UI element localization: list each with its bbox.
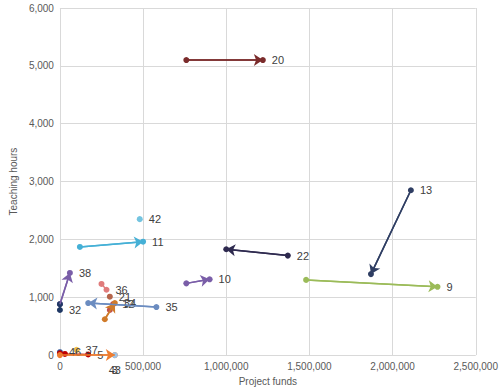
- svg-text:43: 43: [109, 364, 121, 376]
- svg-text:Project funds: Project funds: [239, 376, 297, 387]
- svg-text:22: 22: [297, 250, 309, 262]
- svg-text:42: 42: [149, 213, 161, 225]
- svg-text:1,000,000: 1,000,000: [204, 361, 249, 372]
- svg-text:2,500,000: 2,500,000: [454, 361, 499, 372]
- svg-text:6,000: 6,000: [29, 3, 54, 14]
- svg-text:9: 9: [446, 281, 452, 293]
- svg-text:34: 34: [124, 297, 136, 309]
- svg-text:1,000: 1,000: [29, 292, 54, 303]
- svg-text:4,000: 4,000: [29, 118, 54, 129]
- svg-text:5,000: 5,000: [29, 60, 54, 71]
- svg-text:32: 32: [69, 304, 81, 316]
- svg-text:2,000: 2,000: [29, 234, 54, 245]
- svg-text:0: 0: [48, 350, 54, 361]
- svg-text:38: 38: [79, 267, 91, 279]
- svg-text:5: 5: [97, 348, 104, 361]
- svg-text:37: 37: [86, 344, 98, 356]
- svg-text:13: 13: [420, 184, 432, 196]
- svg-text:35: 35: [165, 301, 177, 313]
- svg-text:10: 10: [219, 273, 231, 285]
- svg-text:11: 11: [152, 236, 163, 248]
- svg-text:2,000,000: 2,000,000: [370, 361, 415, 372]
- svg-text:500,000: 500,000: [125, 361, 162, 372]
- svg-text:0: 0: [57, 361, 63, 372]
- svg-text:20: 20: [272, 54, 284, 66]
- svg-text:1,500,000: 1,500,000: [287, 361, 332, 372]
- svg-text:3,000: 3,000: [29, 176, 54, 187]
- svg-text:Teaching hours: Teaching hours: [8, 148, 19, 216]
- svg-text:46: 46: [69, 346, 81, 358]
